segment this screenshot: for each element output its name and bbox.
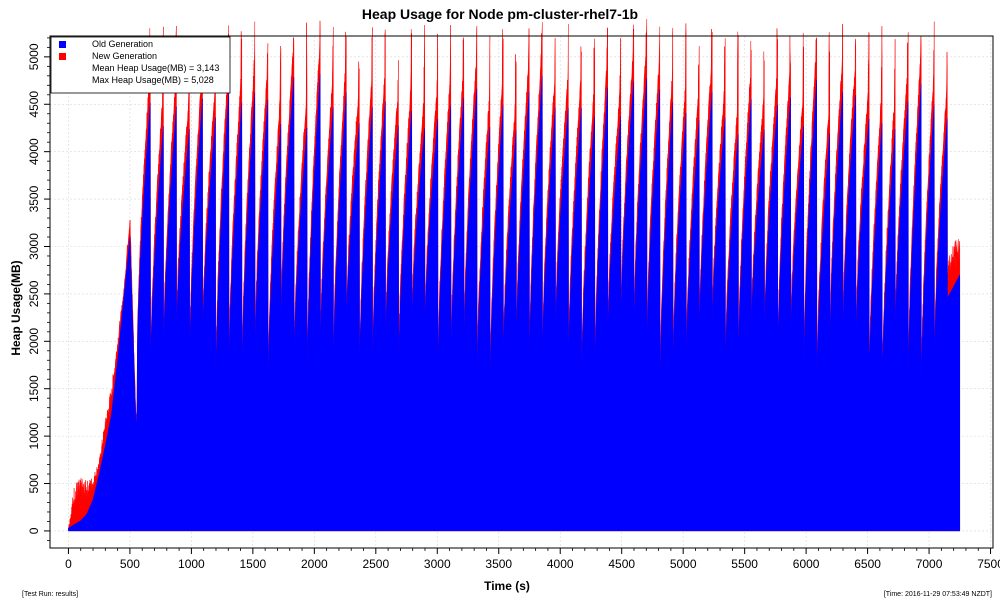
y-tick-label: 1000 — [27, 422, 41, 449]
legend-annotation: Mean Heap Usage(MB) = 3,143 — [92, 63, 219, 73]
x-tick-label: 6000 — [793, 557, 820, 571]
x-tick-label: 1500 — [240, 557, 267, 571]
x-tick-label: 4500 — [608, 557, 635, 571]
x-axis-title: Time (s) — [484, 579, 530, 593]
x-tick-label: 5500 — [731, 557, 758, 571]
footer-timestamp: [Time: 2016-11-29 07:53:49 NZDT] — [883, 591, 992, 598]
legend-swatch — [59, 53, 66, 60]
legend: Old Generation New Generation Mean Heap Us… — [50, 36, 231, 94]
x-tick-label: 1000 — [178, 557, 205, 571]
axes: 0 500 1000 1500 2000 2500 3000 3500 4000 4500 5000… — [27, 35, 1000, 571]
x-tick-label: 3500 — [485, 557, 512, 571]
y-axis-title: Heap Usage(MB) — [9, 260, 23, 355]
x-tick-label: 0 — [65, 557, 72, 571]
footer-test-run: [Test Run: results] — [22, 591, 79, 598]
legend-label: Old Generation — [92, 39, 153, 49]
x-tick-label: 2500 — [362, 557, 389, 571]
x-tick-label: 4000 — [547, 557, 574, 571]
series-old-generation — [68, 74, 961, 532]
legend-swatch — [59, 41, 66, 48]
legend-label: New Generation — [92, 51, 157, 61]
y-tick-label: 4500 — [27, 91, 41, 118]
y-tick-label: 500 — [27, 473, 41, 493]
y-tick-label: 1500 — [27, 375, 41, 402]
chart-title: Heap Usage for Node pm-cluster-rhel7-1b — [362, 6, 638, 22]
y-tick-label: 3500 — [27, 185, 41, 212]
y-tick-label: 3000 — [27, 233, 41, 260]
x-tick-label: 500 — [120, 557, 140, 571]
y-tick-label: 5000 — [27, 43, 41, 70]
x-tick-label: 5000 — [670, 557, 697, 571]
y-tick-label: 4000 — [27, 138, 41, 165]
x-tick-label: 6500 — [854, 557, 881, 571]
legend-box — [50, 36, 231, 94]
y-tick-label: 2500 — [27, 280, 41, 307]
plot-frame — [49, 35, 994, 549]
legend-annotation: Max Heap Usage(MB) = 5,028 — [92, 75, 214, 85]
x-tick-label: 3000 — [424, 557, 451, 571]
x-tick-label: 7000 — [916, 557, 943, 571]
y-tick-label: 2000 — [27, 328, 41, 355]
x-tick-label: 2000 — [301, 557, 328, 571]
heap-bars — [68, 19, 961, 532]
y-tick-label: 0 — [27, 527, 41, 534]
